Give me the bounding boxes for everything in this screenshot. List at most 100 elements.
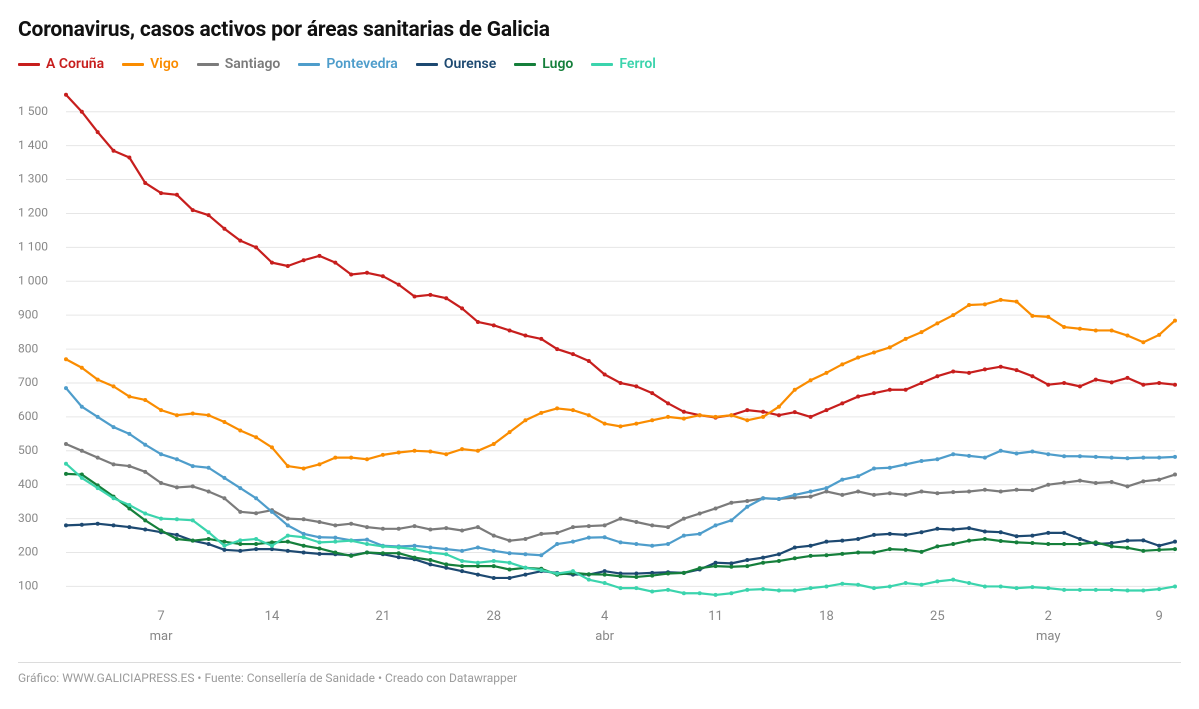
data-point	[207, 213, 211, 217]
data-point	[555, 347, 559, 351]
data-point	[1141, 538, 1145, 542]
series-line	[66, 444, 1175, 541]
data-point	[254, 496, 258, 500]
data-point	[1125, 334, 1129, 338]
data-point	[571, 540, 575, 544]
data-point	[539, 337, 543, 341]
data-point	[191, 539, 195, 543]
data-point	[175, 517, 179, 521]
data-point	[983, 530, 987, 534]
data-point	[904, 548, 908, 552]
data-point	[999, 539, 1003, 543]
data-point	[967, 526, 971, 530]
data-point	[1110, 456, 1114, 460]
data-point	[207, 413, 211, 417]
data-point	[571, 352, 575, 356]
data-point	[159, 481, 163, 485]
data-point	[333, 261, 337, 265]
data-point	[555, 531, 559, 535]
data-point	[920, 330, 924, 334]
data-point	[397, 527, 401, 531]
data-point	[1173, 455, 1177, 459]
data-point	[729, 413, 733, 417]
data-point	[840, 362, 844, 366]
data-point	[555, 572, 559, 576]
legend-label: Ourense	[444, 56, 496, 72]
data-point	[729, 565, 733, 569]
data-point	[1157, 548, 1161, 552]
data-point	[634, 586, 638, 590]
data-point	[603, 523, 607, 527]
data-point	[1015, 540, 1019, 544]
data-point	[333, 540, 337, 544]
data-point	[698, 591, 702, 595]
data-point	[317, 520, 321, 524]
data-point	[523, 334, 527, 338]
data-point	[967, 454, 971, 458]
data-point	[80, 449, 84, 453]
data-point	[96, 130, 100, 134]
data-point	[872, 586, 876, 590]
data-point	[428, 562, 432, 566]
data-point	[888, 388, 892, 392]
data-point	[809, 415, 813, 419]
data-point	[508, 430, 512, 434]
data-point	[634, 520, 638, 524]
data-point	[793, 545, 797, 549]
data-point	[428, 449, 432, 453]
data-point	[872, 493, 876, 497]
data-point	[745, 505, 749, 509]
chart-title: Coronavirus, casos activos por áreas san…	[18, 18, 1181, 42]
data-point	[460, 569, 464, 573]
data-point	[270, 445, 274, 449]
data-point	[650, 544, 654, 548]
data-point	[1030, 541, 1034, 545]
line-chart-svg: 1002003004005006007008009001 0001 1001 2…	[18, 82, 1181, 652]
data-point	[460, 549, 464, 553]
data-point	[207, 542, 211, 546]
data-point	[112, 496, 116, 500]
data-point	[666, 588, 670, 592]
data-point	[302, 466, 306, 470]
data-point	[650, 574, 654, 578]
data-point	[745, 588, 749, 592]
data-point	[666, 415, 670, 419]
legend-label: A Coruña	[46, 56, 104, 72]
data-point	[619, 424, 623, 428]
data-point	[840, 493, 844, 497]
data-point	[967, 539, 971, 543]
ytick-label: 900	[18, 307, 38, 321]
data-point	[777, 405, 781, 409]
legend-swatch	[514, 63, 536, 66]
data-point	[492, 549, 496, 553]
xtick-month-label: mar	[150, 629, 173, 644]
data-point	[1030, 314, 1034, 318]
data-point	[856, 395, 860, 399]
data-point	[951, 527, 955, 531]
data-point	[777, 413, 781, 417]
data-point	[1046, 315, 1050, 319]
data-point	[397, 451, 401, 455]
data-point	[349, 522, 353, 526]
data-point	[143, 443, 147, 447]
data-point	[1094, 328, 1098, 332]
data-point	[476, 545, 480, 549]
data-point	[428, 551, 432, 555]
xtick-day-label: 7	[157, 609, 164, 624]
data-point	[666, 525, 670, 529]
legend-item: Vigo	[122, 56, 179, 72]
data-point	[207, 530, 211, 534]
data-point	[302, 535, 306, 539]
data-point	[317, 546, 321, 550]
data-point	[856, 474, 860, 478]
data-point	[508, 551, 512, 555]
data-point	[1157, 478, 1161, 482]
data-point	[920, 381, 924, 385]
data-point	[1078, 454, 1082, 458]
data-point	[999, 530, 1003, 534]
legend-swatch	[591, 63, 613, 66]
ytick-label: 100	[18, 579, 38, 593]
data-point	[317, 535, 321, 539]
data-point	[492, 564, 496, 568]
data-point	[238, 428, 242, 432]
